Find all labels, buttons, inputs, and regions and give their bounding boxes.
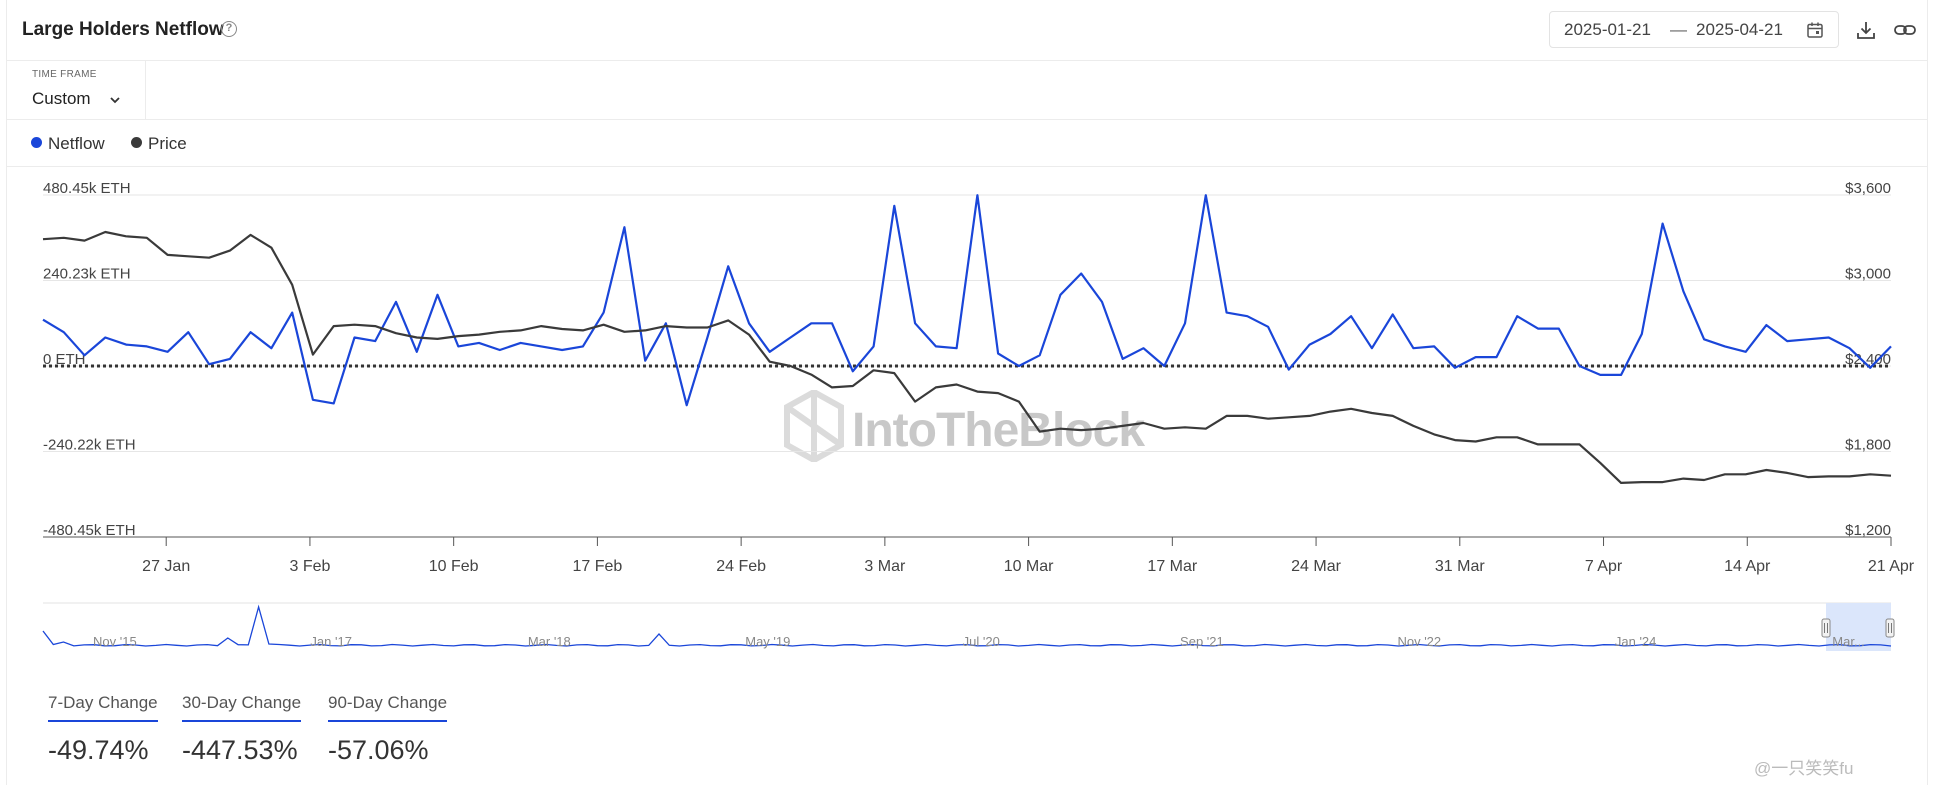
calendar-icon[interactable] bbox=[1806, 21, 1824, 39]
link-icon[interactable] bbox=[1893, 19, 1917, 41]
y-left-tick-label: 240.23k ETH bbox=[43, 266, 131, 283]
timeframe-value[interactable]: Custom bbox=[32, 89, 91, 108]
legend-item-netflow[interactable]: Netflow bbox=[31, 134, 105, 154]
stat-30-day-value: -447.53% bbox=[182, 735, 298, 765]
help-circle-icon[interactable]: ? bbox=[221, 21, 237, 37]
navigator-tick-label: Sep '21 bbox=[1180, 634, 1224, 649]
watermark-text: IntoTheBlock bbox=[852, 404, 1145, 457]
navigator-tick-label: May '19 bbox=[745, 634, 790, 649]
navigator-tick-label: Nov '22 bbox=[1397, 634, 1441, 649]
y-left-tick-label: -480.45k ETH bbox=[43, 522, 136, 539]
x-tick-label: 27 Jan bbox=[142, 558, 190, 575]
stat-7-day-value: -49.74% bbox=[48, 735, 149, 765]
tab-30-day-change[interactable]: 30-Day Change bbox=[182, 693, 302, 722]
navigator-tick-label: Jan '17 bbox=[310, 634, 352, 649]
x-tick-label: 17 Feb bbox=[572, 558, 622, 575]
navigator-tick-label: Mar '18 bbox=[528, 634, 571, 649]
intotheblock-logo-icon bbox=[784, 390, 844, 462]
navigator-tick-label: Jan '24 bbox=[1615, 634, 1657, 649]
chart-header: Large Holders Netflow ? 2025-01-21 — 202… bbox=[7, 0, 1927, 61]
date-start[interactable]: 2025-01-21 bbox=[1564, 20, 1651, 39]
x-tick-label: 21 Apr bbox=[1868, 558, 1915, 575]
y-left-tick-label: -240.22k ETH bbox=[43, 437, 136, 454]
y-left-tick-label: 0 ETH bbox=[43, 351, 86, 368]
series-line-netflow[interactable] bbox=[42, 194, 1892, 407]
date-end[interactable]: 2025-04-21 bbox=[1696, 20, 1783, 39]
navigator-handle-left[interactable] bbox=[1821, 618, 1831, 638]
navigator-tick-label: Mar... bbox=[1832, 634, 1865, 649]
y-right-tick-label: $3,600 bbox=[1845, 180, 1891, 197]
x-tick-label: 14 Apr bbox=[1724, 558, 1771, 575]
timeframe-row: TIME FRAME Custom bbox=[7, 60, 1927, 120]
date-range-picker[interactable]: 2025-01-21 — 2025-04-21 bbox=[1549, 11, 1839, 48]
x-tick-label: 24 Mar bbox=[1291, 558, 1341, 575]
x-tick-label: 10 Feb bbox=[429, 558, 479, 575]
y-right-tick-label: $1,800 bbox=[1845, 437, 1891, 454]
navigator-series-line bbox=[42, 604, 1892, 647]
timeframe-label: TIME FRAME bbox=[32, 69, 97, 80]
legend-item-price[interactable]: Price bbox=[131, 134, 187, 154]
stat-90-day-value: -57.06% bbox=[328, 735, 429, 765]
x-tick-label: 7 Apr bbox=[1585, 558, 1623, 575]
tab-30-day-label[interactable]: 30-Day Change bbox=[182, 693, 302, 712]
x-tick-label: 10 Mar bbox=[1004, 558, 1054, 575]
y-right-tick-label: $3,000 bbox=[1845, 266, 1891, 283]
x-tick-label: 3 Feb bbox=[289, 558, 330, 575]
y-right-tick-label: $1,200 bbox=[1845, 522, 1891, 539]
date-separator: — bbox=[1670, 20, 1687, 39]
tab-90-day-label[interactable]: 90-Day Change bbox=[328, 693, 448, 712]
navigator-handle-right[interactable] bbox=[1885, 618, 1895, 638]
timeframe-dropdown[interactable]: Custom bbox=[32, 89, 120, 109]
x-tick-label: 17 Mar bbox=[1147, 558, 1197, 575]
chart-card: Large Holders Netflow ? 2025-01-21 — 202… bbox=[6, 0, 1928, 785]
navigator-tick-label: Jul '20 bbox=[963, 634, 1000, 649]
download-icon[interactable] bbox=[1855, 19, 1877, 41]
legend-label-netflow: Netflow bbox=[48, 134, 105, 153]
legend-dot-netflow bbox=[31, 137, 42, 148]
x-tick-label: 31 Mar bbox=[1435, 558, 1485, 575]
x-tick-label: 24 Feb bbox=[716, 558, 766, 575]
series-line-price[interactable] bbox=[42, 230, 1892, 484]
y-left-tick-label: 480.45k ETH bbox=[43, 180, 131, 197]
legend-dot-price bbox=[131, 137, 142, 148]
footer-watermark: @一只笑笑fu bbox=[1754, 759, 1854, 778]
legend-label-price: Price bbox=[148, 134, 187, 153]
chevron-down-icon[interactable] bbox=[108, 93, 122, 107]
navigator-tick-label: Nov '15 bbox=[93, 634, 137, 649]
tab-7-day-label[interactable]: 7-Day Change bbox=[48, 693, 158, 712]
tab-7-day-change[interactable]: 7-Day Change bbox=[48, 693, 158, 722]
tab-90-day-change[interactable]: 90-Day Change bbox=[328, 693, 448, 722]
x-tick-label: 3 Mar bbox=[864, 558, 906, 575]
legend: Netflow Price bbox=[7, 120, 1927, 167]
timeframe-selector: TIME FRAME Custom bbox=[7, 60, 146, 119]
netflow-chart[interactable]: 480.45k ETH $3,600 240.23k ETH $3,000 0 ETH $… bbox=[0, 0, 1934, 680]
navigator-selection[interactable] bbox=[1826, 603, 1891, 651]
chart-title: Large Holders Netflow bbox=[22, 19, 224, 40]
